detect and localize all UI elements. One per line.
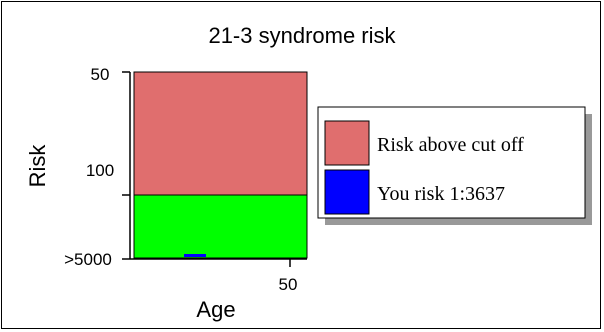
y-tick-label-50: 50 [91,65,110,84]
legend-swatch-your-risk [324,169,370,215]
chart-title: 21-3 syndrome risk [208,23,396,48]
band-below-cutoff [134,195,307,258]
y-axis-label: Risk [25,144,50,188]
legend-swatch-risk-above-cutoff [324,120,370,166]
patient-risk-marker [184,254,206,257]
plot-area-border [133,71,308,259]
band-risk-above-cutoff [134,72,307,195]
y-tick-label-5000: >5000 [64,250,112,269]
legend-label-your-risk: You risk 1:3637 [377,183,505,205]
legend-label-risk-above-cutoff: Risk above cut off [377,134,524,156]
x-tick-label-50: 50 [279,275,298,294]
y-tick-label-100: 100 [86,161,114,180]
x-axis-label: Age [196,297,235,322]
